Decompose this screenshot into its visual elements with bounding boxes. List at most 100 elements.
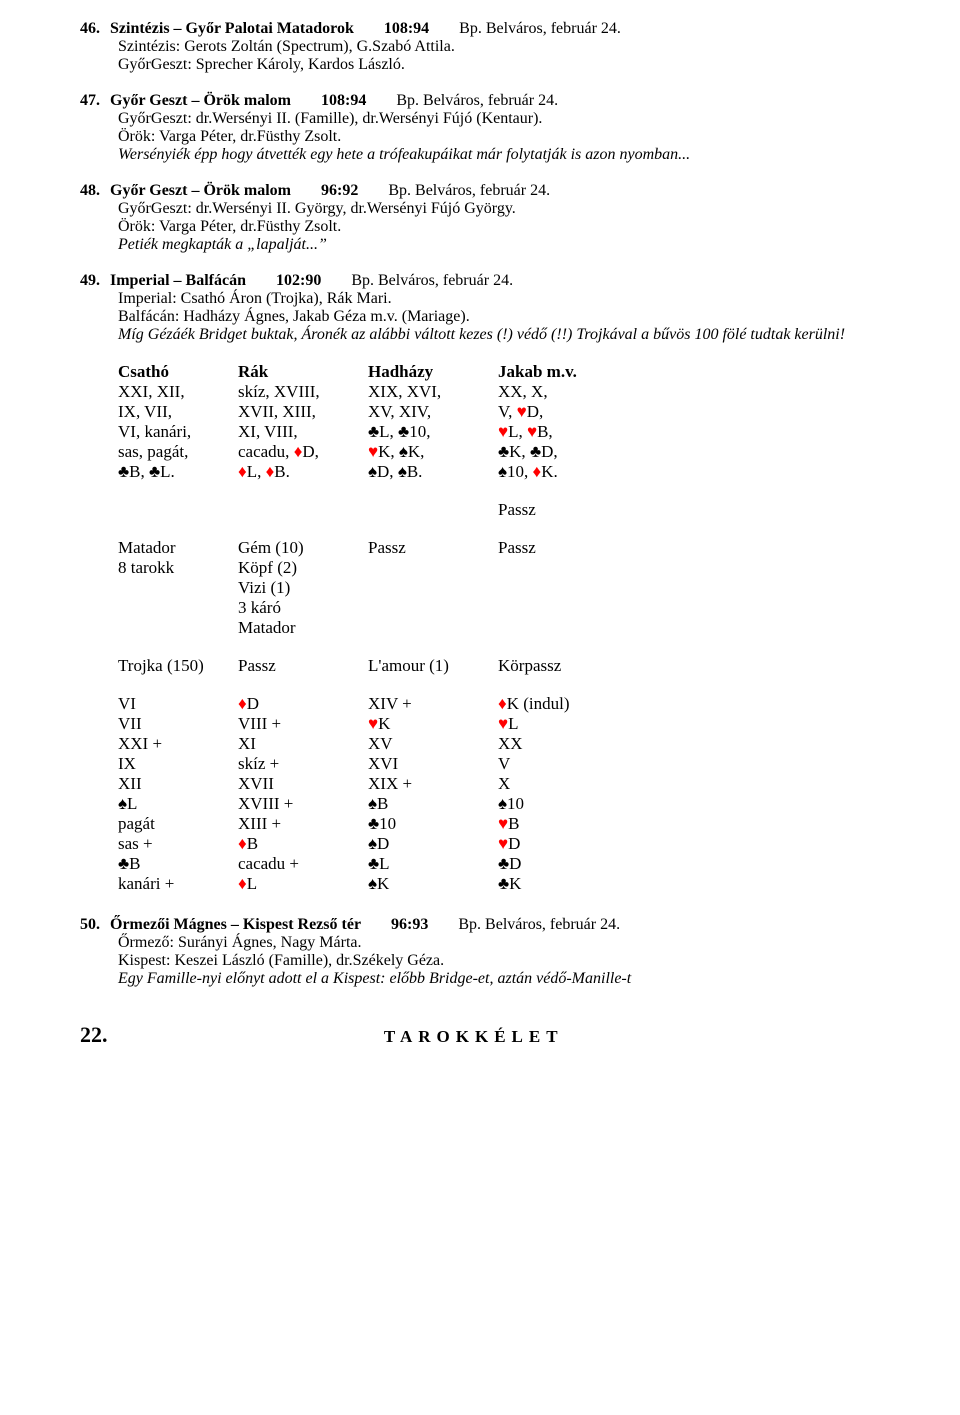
cell: XVIII + xyxy=(238,794,368,814)
col-header: Rák xyxy=(238,362,368,382)
entry-line: Kispest: Keszei László (Famille), dr.Szé… xyxy=(118,952,880,970)
cell xyxy=(498,558,638,578)
cell: Körpassz xyxy=(498,656,638,676)
cell xyxy=(498,578,638,598)
entry-score: 96:92 xyxy=(291,182,388,200)
page-footer: 22. TAROKKÉLET xyxy=(80,1008,880,1048)
cell xyxy=(498,618,638,638)
cell xyxy=(238,500,368,520)
cell: ♦L, ♦B. xyxy=(238,462,368,482)
entry-line: Egy Famille-nyi előnyt adott el a Kispes… xyxy=(118,970,880,988)
cell: XI, VIII, xyxy=(238,422,368,442)
hand-table: Csathó Rák Hadházy Jakab m.v. XXI, XII,s… xyxy=(118,362,638,482)
play-table: VI♦DXIV +♦K (indul)VIIVIII +♥K♥LXXI +XIX… xyxy=(118,694,638,894)
cell xyxy=(498,598,638,618)
cell: ♣B, ♣L. xyxy=(118,462,238,482)
col-header: Jakab m.v. xyxy=(498,362,638,382)
entry-score: 108:94 xyxy=(291,92,396,110)
cell: Gém (10) xyxy=(238,538,368,558)
cell: L'amour (1) xyxy=(368,656,498,676)
entry-location: Bp. Belváros, február 24. xyxy=(351,272,513,290)
cell: 3 káró xyxy=(238,598,368,618)
table-row: sas +♦B♠D♥D xyxy=(118,834,638,854)
cell: XIII + xyxy=(238,814,368,834)
entry-line: Őrmező: Surányi Ágnes, Nagy Márta. xyxy=(118,934,880,952)
entry-location: Bp. Belváros, február 24. xyxy=(459,20,621,38)
cell: XV xyxy=(368,734,498,754)
entry-body: Őrmező: Surányi Ágnes, Nagy Márta. Kispe… xyxy=(80,934,880,988)
page-number: 22. xyxy=(80,1022,108,1048)
entry-title: Győr Geszt – Örök malom xyxy=(110,182,291,200)
cell xyxy=(368,558,498,578)
table-row: sas, pagát,cacadu, ♦D,♥K, ♠K,♣K, ♣D, xyxy=(118,442,638,462)
cell xyxy=(118,618,238,638)
entry-line: Balfácán: Hadházy Ágnes, Jakab Géza m.v.… xyxy=(118,308,880,326)
entry-italic-text: Míg Gézáék Bridget buktak, Áronék az alá… xyxy=(118,326,845,343)
entry-location: Bp. Belváros, február 24. xyxy=(458,916,620,934)
table-row: MatadorGém (10)PasszPassz xyxy=(118,538,638,558)
cell xyxy=(368,500,498,520)
cell: ♠K xyxy=(368,874,498,894)
cell: XVII, XIII, xyxy=(238,402,368,422)
entry-body: Szintézis: Gerots Zoltán (Spectrum), G.S… xyxy=(80,38,880,74)
entry-line: Imperial: Csathó Áron (Trojka), Rák Mari… xyxy=(118,290,880,308)
entry-score: 96:93 xyxy=(361,916,458,934)
entry-48: 48. Győr Geszt – Örök malom 96:92 Bp. Be… xyxy=(80,182,880,254)
page-body: 46. Szintézis – Győr Palotai Matadorok 1… xyxy=(0,0,960,1068)
cell: X xyxy=(498,774,638,794)
col-header: Csathó xyxy=(118,362,238,382)
cell: skíz, XVIII, xyxy=(238,382,368,402)
entry-49: 49. Imperial – Balfácán 102:90 Bp. Belvá… xyxy=(80,272,880,344)
cell: V xyxy=(498,754,638,774)
cell xyxy=(118,578,238,598)
table-row: kanári +♦L♠K♣K xyxy=(118,874,638,894)
cell: ♣10 xyxy=(368,814,498,834)
bidding-table-2: Trojka (150) Passz L'amour (1) Körpassz xyxy=(118,656,638,676)
cell: ♦B xyxy=(238,834,368,854)
cell: Matador xyxy=(118,538,238,558)
cell: ♣L xyxy=(368,854,498,874)
cell: XXI + xyxy=(118,734,238,754)
table-row: pagátXIII +♣10♥B xyxy=(118,814,638,834)
cell: XIX + xyxy=(368,774,498,794)
entry-head: 49. Imperial – Balfácán 102:90 Bp. Belvá… xyxy=(80,272,880,290)
cell: ♥K, ♠K, xyxy=(368,442,498,462)
cell: Trojka (150) xyxy=(118,656,238,676)
bidding-table: MatadorGém (10)PasszPassz8 tarokkKöpf (2… xyxy=(118,538,638,638)
entry-location: Bp. Belváros, február 24. xyxy=(396,92,558,110)
table-row: VI♦DXIV +♦K (indul) xyxy=(118,694,638,714)
cell: XIX, XVI, xyxy=(368,382,498,402)
entry-location: Bp. Belváros, február 24. xyxy=(388,182,550,200)
table-row: XXI, XII,skíz, XVIII,XIX, XVI,XX, X, xyxy=(118,382,638,402)
cell: kanári + xyxy=(118,874,238,894)
cell xyxy=(368,618,498,638)
cell: XX, X, xyxy=(498,382,638,402)
entry-line: GyőrGeszt: dr.Wersényi II. György, dr.We… xyxy=(118,200,880,218)
page-title-footer: TAROKKÉLET xyxy=(384,1027,564,1047)
cell: Passz xyxy=(368,538,498,558)
entry-wrap-italic: Míg Gézáék Bridget buktak, Áronék az alá… xyxy=(118,326,880,344)
cell: ♥L xyxy=(498,714,638,734)
table-row: XXI +XIXVXX xyxy=(118,734,638,754)
cell: VII xyxy=(118,714,238,734)
cell: IX xyxy=(118,754,238,774)
entry-number: 46. xyxy=(80,20,110,38)
table-row: Trojka (150) Passz L'amour (1) Körpassz xyxy=(118,656,638,676)
entry-50: 50. Őrmezői Mágnes – Kispest Rezső tér 9… xyxy=(80,916,880,988)
entry-line: Örök: Varga Péter, dr.Füsthy Zsolt. xyxy=(118,218,880,236)
table-row: ♠LXVIII +♠B♠10 xyxy=(118,794,638,814)
table-row: VIIVIII +♥K♥L xyxy=(118,714,638,734)
cell: XVI xyxy=(368,754,498,774)
cell: ♦D xyxy=(238,694,368,714)
cell xyxy=(118,598,238,618)
cell: Passz xyxy=(238,656,368,676)
cell: cacadu + xyxy=(238,854,368,874)
cell: XVII xyxy=(238,774,368,794)
cell: ♣K xyxy=(498,874,638,894)
entry-line: Petiék megkapták a „lapalját...” xyxy=(118,236,880,254)
cell: Passz xyxy=(498,538,638,558)
entry-body: Imperial: Csathó Áron (Trojka), Rák Mari… xyxy=(80,290,880,326)
table-row: VI, kanári,XI, VIII,♣L, ♣10,♥L, ♥B, xyxy=(118,422,638,442)
passz-line: Passz xyxy=(118,500,638,520)
entry-head: 48. Győr Geszt – Örök malom 96:92 Bp. Be… xyxy=(80,182,880,200)
